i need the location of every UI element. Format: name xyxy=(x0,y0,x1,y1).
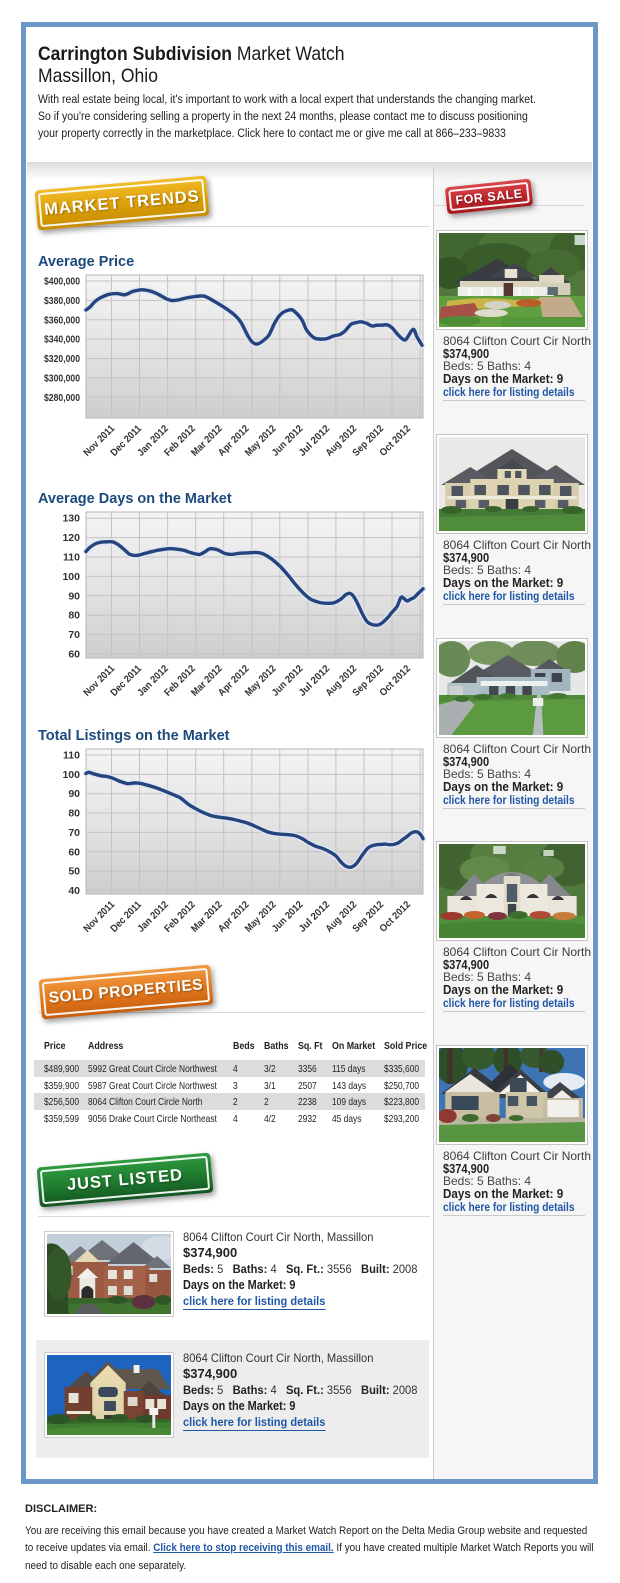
svg-text:80: 80 xyxy=(68,808,80,820)
svg-text:40: 40 xyxy=(68,885,80,897)
svg-text:100: 100 xyxy=(62,571,80,583)
svg-text:130: 130 xyxy=(62,513,80,525)
svg-text:90: 90 xyxy=(68,590,80,602)
svg-text:70: 70 xyxy=(68,629,80,641)
svg-text:$380,000: $380,000 xyxy=(44,295,80,307)
svg-text:$320,000: $320,000 xyxy=(44,353,80,365)
svg-text:$340,000: $340,000 xyxy=(44,334,80,346)
svg-text:$300,000: $300,000 xyxy=(44,372,80,384)
svg-text:50: 50 xyxy=(68,866,80,878)
svg-text:110: 110 xyxy=(63,552,80,564)
svg-text:$280,000: $280,000 xyxy=(44,392,80,404)
svg-text:110: 110 xyxy=(63,750,80,762)
svg-text:$400,000: $400,000 xyxy=(44,276,80,288)
svg-text:60: 60 xyxy=(68,846,80,858)
svg-text:$360,000: $360,000 xyxy=(44,314,80,326)
svg-text:120: 120 xyxy=(62,532,80,544)
svg-text:70: 70 xyxy=(68,827,80,839)
svg-text:60: 60 xyxy=(68,649,80,661)
svg-text:100: 100 xyxy=(62,769,80,781)
svg-text:80: 80 xyxy=(68,610,80,622)
svg-text:90: 90 xyxy=(68,788,80,800)
